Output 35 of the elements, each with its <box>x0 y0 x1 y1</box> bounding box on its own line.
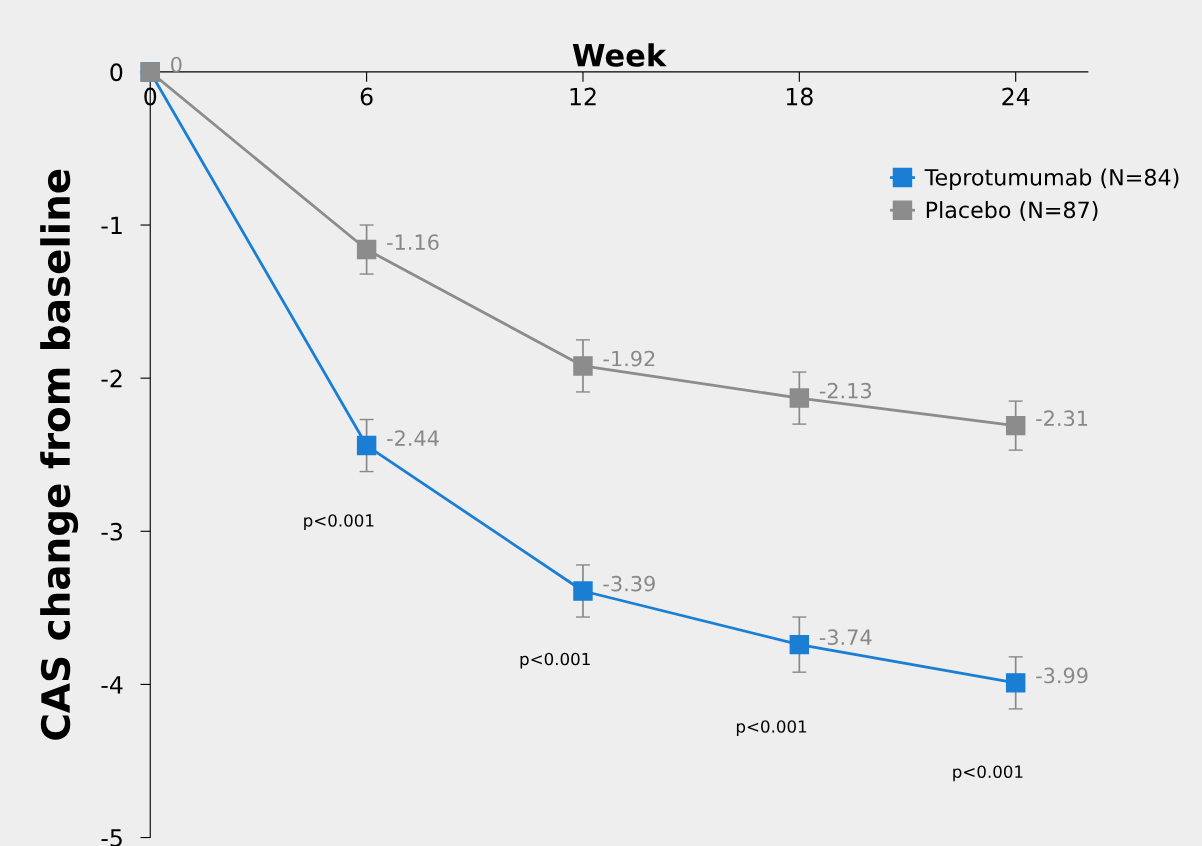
data-label: -3.99 <box>1036 667 1088 684</box>
data-label: -2.13 <box>819 382 872 399</box>
data-label: -1.16 <box>387 234 439 251</box>
legend-label: Teprotumumab (N=84) <box>924 168 1179 190</box>
data-label: -3.74 <box>819 629 872 646</box>
point <box>789 388 810 408</box>
annotation: p<0.001 <box>736 720 807 736</box>
annotation: p<0.001 <box>520 652 590 669</box>
y-tick-label: -1 <box>101 216 122 235</box>
data-label: -1.92 <box>603 350 655 367</box>
legend-label: Placebo (N=87) <box>926 201 1098 221</box>
annotation: p<0.001 <box>304 514 374 530</box>
annotation: p<0.001 <box>953 765 1023 782</box>
x-tick-label: 24 <box>1002 87 1030 106</box>
x-tick-label: 18 <box>786 87 813 106</box>
point <box>789 634 810 655</box>
point <box>356 435 377 456</box>
y-tick-label: 0 <box>110 63 123 82</box>
point <box>1005 415 1026 436</box>
point <box>573 581 593 601</box>
x-tick-label: 6 <box>360 87 373 106</box>
data-label: -3.39 <box>603 575 655 592</box>
point <box>356 239 377 260</box>
point <box>1005 673 1026 693</box>
data-label: -2.31 <box>1036 410 1088 427</box>
point <box>573 356 593 376</box>
y-tick-label: -3 <box>101 522 122 541</box>
y-tick-label: -5 <box>101 829 122 846</box>
x-tick-label: 12 <box>570 87 596 106</box>
y-tick-label: -4 <box>101 676 123 694</box>
y-axis-title: CAS change from baseline <box>40 169 79 740</box>
data-label: -2.44 <box>387 430 439 446</box>
data-label: 0 <box>171 56 182 73</box>
x-axis-title: Week <box>572 43 667 67</box>
y-tick-label: -2 <box>101 369 122 388</box>
